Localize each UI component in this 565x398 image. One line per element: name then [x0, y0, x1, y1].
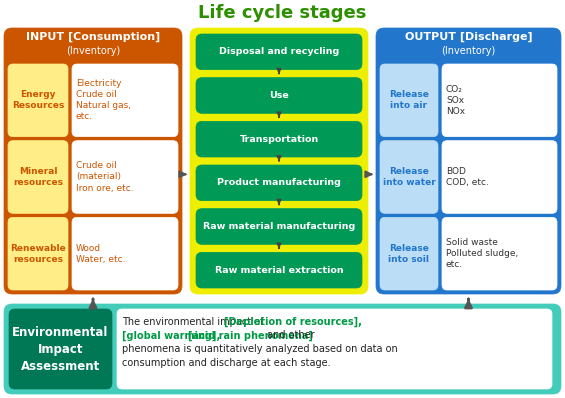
FancyBboxPatch shape [117, 309, 552, 389]
Text: Raw material extraction: Raw material extraction [215, 266, 344, 275]
Text: Wood
Water, etc.: Wood Water, etc. [76, 244, 125, 264]
Text: Energy
Resources: Energy Resources [12, 90, 64, 110]
Text: Crude oil
(material)
Iron ore, etc.: Crude oil (material) Iron ore, etc. [76, 162, 134, 193]
FancyBboxPatch shape [442, 64, 557, 137]
Text: Environmental
Impact
Assessment: Environmental Impact Assessment [12, 326, 108, 373]
Text: [acid rain phenomena]: [acid rain phenomena] [188, 330, 312, 341]
Text: Release
into air: Release into air [389, 90, 429, 110]
FancyBboxPatch shape [380, 217, 438, 290]
Text: The environmental impact of: The environmental impact of [122, 317, 267, 327]
FancyBboxPatch shape [4, 304, 561, 394]
FancyBboxPatch shape [190, 28, 368, 294]
Text: Mineral
resources: Mineral resources [13, 167, 63, 187]
Text: CO₂
SOx
NOx: CO₂ SOx NOx [446, 85, 465, 116]
FancyBboxPatch shape [196, 121, 362, 157]
FancyBboxPatch shape [72, 64, 178, 137]
Text: Renewable
resources: Renewable resources [10, 244, 66, 264]
Text: Disposal and recycling: Disposal and recycling [219, 47, 339, 57]
FancyBboxPatch shape [8, 140, 68, 213]
Text: [global warming],: [global warming], [122, 330, 224, 341]
FancyBboxPatch shape [8, 217, 68, 290]
Text: Use: Use [269, 91, 289, 100]
Text: phenomena is quantitatively analyzed based on data on: phenomena is quantitatively analyzed bas… [122, 344, 398, 354]
Text: OUTPUT [Discharge]: OUTPUT [Discharge] [405, 32, 532, 42]
FancyBboxPatch shape [8, 64, 68, 137]
Text: [Depletion of resources],: [Depletion of resources], [224, 317, 362, 327]
FancyBboxPatch shape [196, 165, 362, 201]
FancyBboxPatch shape [380, 140, 438, 213]
FancyBboxPatch shape [196, 34, 362, 70]
Text: and other: and other [264, 330, 315, 341]
Text: Solid waste
Polluted sludge,
etc.: Solid waste Polluted sludge, etc. [446, 238, 518, 269]
Text: (Inventory): (Inventory) [66, 46, 120, 56]
FancyBboxPatch shape [442, 140, 557, 213]
FancyBboxPatch shape [196, 209, 362, 244]
FancyBboxPatch shape [442, 217, 557, 290]
FancyBboxPatch shape [72, 140, 178, 213]
FancyBboxPatch shape [4, 28, 182, 294]
FancyBboxPatch shape [196, 252, 362, 288]
Text: Raw material manufacturing: Raw material manufacturing [203, 222, 355, 231]
Text: Electricity
Crude oil
Natural gas,
etc.: Electricity Crude oil Natural gas, etc. [76, 79, 131, 121]
Text: Transportation: Transportation [240, 135, 319, 144]
Text: Release
into soil: Release into soil [389, 244, 429, 264]
Text: (Inventory): (Inventory) [441, 46, 496, 56]
Text: BOD
COD, etc.: BOD COD, etc. [446, 167, 489, 187]
FancyBboxPatch shape [72, 217, 178, 290]
FancyBboxPatch shape [376, 28, 561, 294]
FancyBboxPatch shape [196, 78, 362, 113]
Text: Product manufacturing: Product manufacturing [217, 178, 341, 187]
Text: consumption and discharge at each stage.: consumption and discharge at each stage. [122, 357, 331, 367]
FancyBboxPatch shape [9, 309, 112, 389]
Text: Life cycle stages: Life cycle stages [198, 4, 367, 22]
FancyBboxPatch shape [380, 64, 438, 137]
Text: Release
into water: Release into water [383, 167, 436, 187]
Text: INPUT [Consumption]: INPUT [Consumption] [26, 32, 160, 42]
